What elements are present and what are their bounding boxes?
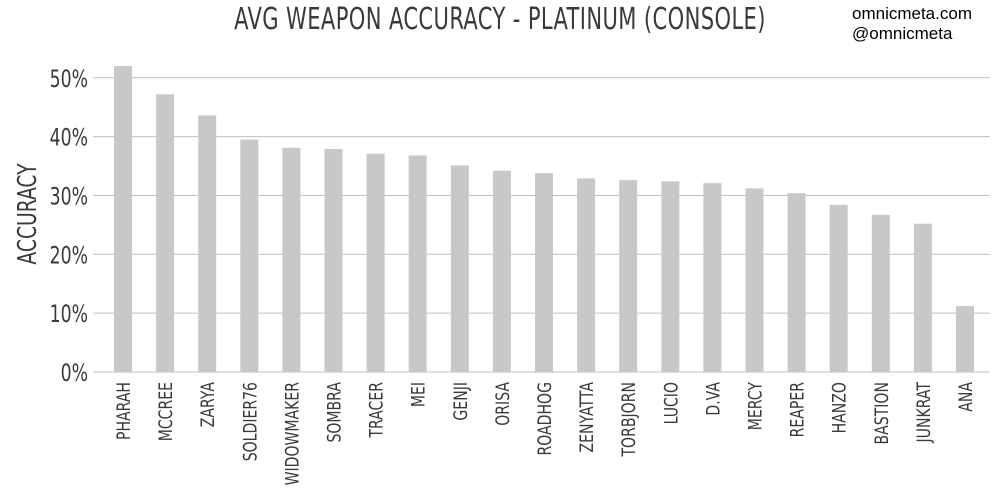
bar-mercy [745,188,764,372]
y-axis-ticks: 0% 10% 20% 30% 40% 50% [50,65,88,387]
y-tick-label: 30% [50,183,88,211]
x-axis-ticks: PHARAH MCCREE ZARYA SOLDIER76 WIDOWMAKER SOMB… [112,381,977,485]
y-tick-label: 10% [50,300,88,328]
bar-lucio [661,181,680,372]
x-tick-label: LUCIO [659,382,682,424]
x-tick-label: ROADHOG [533,382,556,456]
bar-roadhog [535,173,553,372]
x-tick-label: GENJI [449,382,472,421]
x-tick-label: BASTION [870,382,893,444]
y-tick-label: 50% [50,65,88,93]
x-tick-label: MERCY [743,381,766,430]
x-tick-label: ORISA [491,382,514,426]
y-tick-label: 0% [61,359,88,387]
x-tick-label: WIDOWMAKER [280,382,303,486]
x-tick-label: PHARAH [112,382,135,440]
credit-block: omnicmeta.com @omnicmeta [852,4,972,44]
x-tick-label: ANA [954,382,977,412]
chart-title: AVG WEAPON ACCURACY - PLATINUM (CONSOLE) [234,2,766,37]
bar-soldier76 [240,139,259,372]
bar-zenyatta [577,178,596,372]
x-tick-label: TORBJORN [617,382,640,457]
x-tick-label: SOMBRA [322,382,345,443]
credit-handle: @omnicmeta [852,24,953,43]
x-tick-label: REAPER [785,382,808,438]
y-axis-label: ACCURACY [13,163,43,264]
bar-dva [703,183,722,372]
x-tick-label: D.VA [701,382,724,416]
x-tick-label: JUNKRAT [912,381,935,443]
x-tick-label: SOLDIER76 [238,382,261,461]
bar-mei [408,155,427,372]
bar-tracer [366,153,385,372]
bar-orisa [492,170,511,372]
bar-junkrat [913,223,932,372]
bar-mccree [156,94,175,372]
x-tick-label: TRACER [364,382,387,439]
x-tick-label: MCCREE [154,382,177,441]
bar-reaper [787,193,806,372]
x-tick-label: MEI [407,382,430,407]
y-tick-label: 40% [50,124,88,152]
x-tick-label: HANZO [828,382,851,433]
bars [114,66,974,372]
bar-zarya [198,115,217,372]
bar-ana [956,306,974,372]
bar-hanzo [829,204,848,372]
bar-pharah [114,66,132,372]
bar-genji [450,165,469,372]
bar-widowmaker [282,147,301,372]
credit-site: omnicmeta.com [852,4,972,23]
x-tick-label: ZENYATTA [575,382,598,453]
bar-torbjorn [619,180,638,372]
bar-bastion [871,214,890,372]
x-tick-label: ZARYA [196,382,219,428]
bar-sombra [324,148,343,372]
y-tick-label: 20% [50,242,88,270]
